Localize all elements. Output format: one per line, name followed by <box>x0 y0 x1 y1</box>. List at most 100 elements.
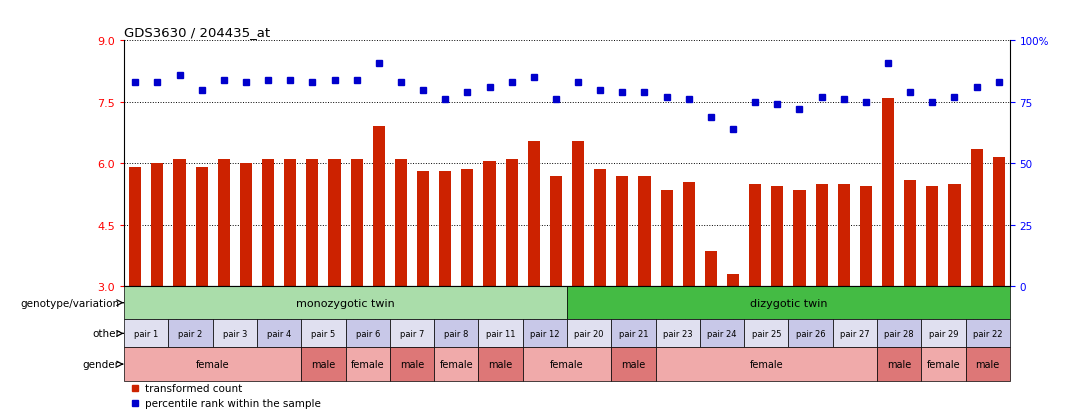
Bar <box>567 320 611 348</box>
Bar <box>683 182 694 286</box>
Bar <box>550 176 562 286</box>
Text: monozygotic twin: monozygotic twin <box>296 298 395 308</box>
Bar <box>927 186 939 286</box>
Bar <box>572 141 584 286</box>
Text: genotype/variation: genotype/variation <box>21 298 120 308</box>
Bar <box>966 348 1010 381</box>
Text: pair 12: pair 12 <box>530 329 559 338</box>
Bar <box>705 252 717 286</box>
Text: female: female <box>927 359 960 369</box>
Bar <box>523 348 611 381</box>
Bar <box>240 164 252 286</box>
Bar <box>744 320 788 348</box>
Bar <box>567 286 1010 320</box>
Text: pair 26: pair 26 <box>796 329 825 338</box>
Bar <box>262 160 274 286</box>
Bar <box>130 168 141 286</box>
Bar <box>860 186 872 286</box>
Bar <box>195 168 207 286</box>
Text: male: male <box>311 359 336 369</box>
Bar <box>301 320 346 348</box>
Bar <box>656 320 700 348</box>
Text: female: female <box>351 359 384 369</box>
Text: transformed count: transformed count <box>146 383 243 393</box>
Bar <box>434 348 478 381</box>
Bar <box>124 320 168 348</box>
Bar <box>307 160 319 286</box>
Bar <box>833 320 877 348</box>
Text: pair 21: pair 21 <box>619 329 648 338</box>
Text: pair 7: pair 7 <box>400 329 424 338</box>
Text: pair 5: pair 5 <box>311 329 336 338</box>
Bar <box>174 160 186 286</box>
Bar <box>877 320 921 348</box>
Text: pair 20: pair 20 <box>575 329 604 338</box>
Bar <box>484 162 496 286</box>
Bar <box>993 158 1004 286</box>
Text: pair 8: pair 8 <box>444 329 469 338</box>
Text: pair 3: pair 3 <box>222 329 247 338</box>
Text: male: male <box>621 359 646 369</box>
Bar <box>168 320 213 348</box>
Bar <box>390 348 434 381</box>
Text: pair 2: pair 2 <box>178 329 203 338</box>
Bar <box>882 98 894 286</box>
Bar <box>771 186 783 286</box>
Bar <box>257 320 301 348</box>
Bar <box>948 184 960 286</box>
Text: male: male <box>400 359 424 369</box>
Bar <box>656 348 877 381</box>
Bar <box>528 141 540 286</box>
Bar <box>124 348 301 381</box>
Bar <box>461 170 473 286</box>
Bar <box>351 160 363 286</box>
Bar <box>838 184 850 286</box>
Text: female: female <box>750 359 783 369</box>
Bar <box>921 348 966 381</box>
Bar <box>440 172 451 286</box>
Bar <box>794 190 806 286</box>
Text: pair 4: pair 4 <box>267 329 292 338</box>
Bar <box>434 320 478 348</box>
Bar <box>966 320 1010 348</box>
Text: pair 11: pair 11 <box>486 329 515 338</box>
Text: other: other <box>92 329 120 339</box>
Bar <box>151 164 163 286</box>
Bar <box>638 176 650 286</box>
Text: female: female <box>550 359 584 369</box>
Bar <box>617 176 629 286</box>
Bar <box>877 348 921 381</box>
Bar <box>124 286 567 320</box>
Bar <box>611 320 656 348</box>
Bar <box>346 348 390 381</box>
Bar <box>594 170 606 286</box>
Bar <box>478 348 523 381</box>
Bar <box>346 320 390 348</box>
Text: pair 25: pair 25 <box>752 329 781 338</box>
Text: male: male <box>488 359 513 369</box>
Text: pair 27: pair 27 <box>840 329 869 338</box>
Text: female: female <box>440 359 473 369</box>
Bar <box>373 127 384 286</box>
Text: pair 28: pair 28 <box>885 329 914 338</box>
Text: percentile rank within the sample: percentile rank within the sample <box>146 398 322 408</box>
Bar <box>815 184 827 286</box>
Text: pair 6: pair 6 <box>355 329 380 338</box>
Text: pair 1: pair 1 <box>134 329 159 338</box>
Bar <box>523 320 567 348</box>
Bar <box>478 320 523 348</box>
Text: pair 29: pair 29 <box>929 329 958 338</box>
Bar <box>395 160 407 286</box>
Bar <box>390 320 434 348</box>
Bar <box>328 160 340 286</box>
Bar <box>417 172 429 286</box>
Bar <box>727 274 739 286</box>
Bar <box>505 160 517 286</box>
Text: male: male <box>975 359 1000 369</box>
Bar <box>213 320 257 348</box>
Bar <box>750 184 761 286</box>
Text: dizygotic twin: dizygotic twin <box>750 298 827 308</box>
Bar <box>284 160 296 286</box>
Bar <box>921 320 966 348</box>
Bar <box>611 348 656 381</box>
